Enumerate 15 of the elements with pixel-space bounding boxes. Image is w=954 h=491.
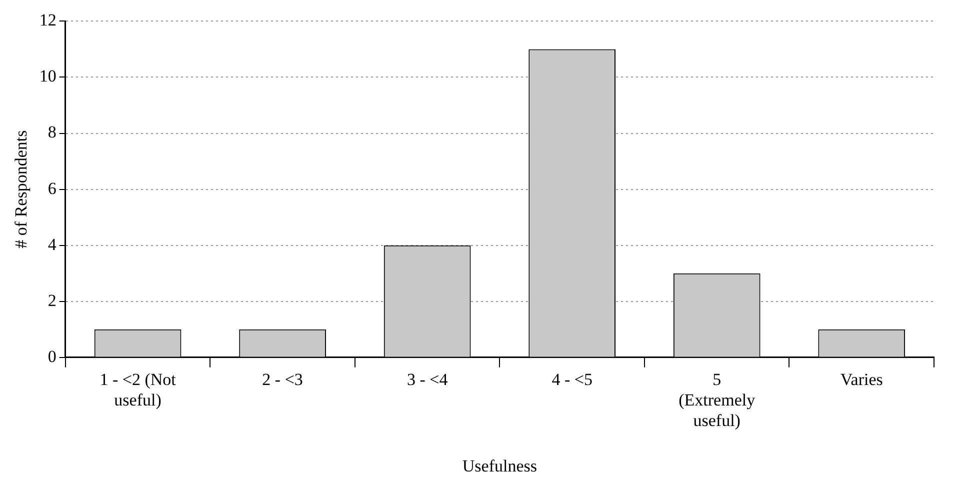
y-tick-label: 6	[48, 178, 56, 198]
y-tick-label: 8	[48, 122, 56, 142]
x-axis-title: Usefulness	[462, 456, 538, 476]
y-tick-label: 4	[48, 234, 57, 254]
y-tick-label: 2	[48, 290, 56, 310]
x-tick-label: 4 - <5	[552, 370, 592, 390]
x-tick-label: 3 - <4	[406, 370, 448, 390]
x-tick-label: Varies	[840, 370, 883, 390]
x-tick-label: 2 - <3	[262, 370, 303, 390]
y-tick-label: 0	[48, 346, 56, 366]
y-tick-label: 10	[39, 66, 56, 86]
y-tick-label: 12	[39, 10, 56, 30]
x-tick-label: 5 (Extremely useful)	[678, 370, 756, 430]
y-axis-title: # of Respondents	[12, 130, 31, 248]
x-tick-label: 1 - <2 (Not useful)	[100, 370, 176, 410]
